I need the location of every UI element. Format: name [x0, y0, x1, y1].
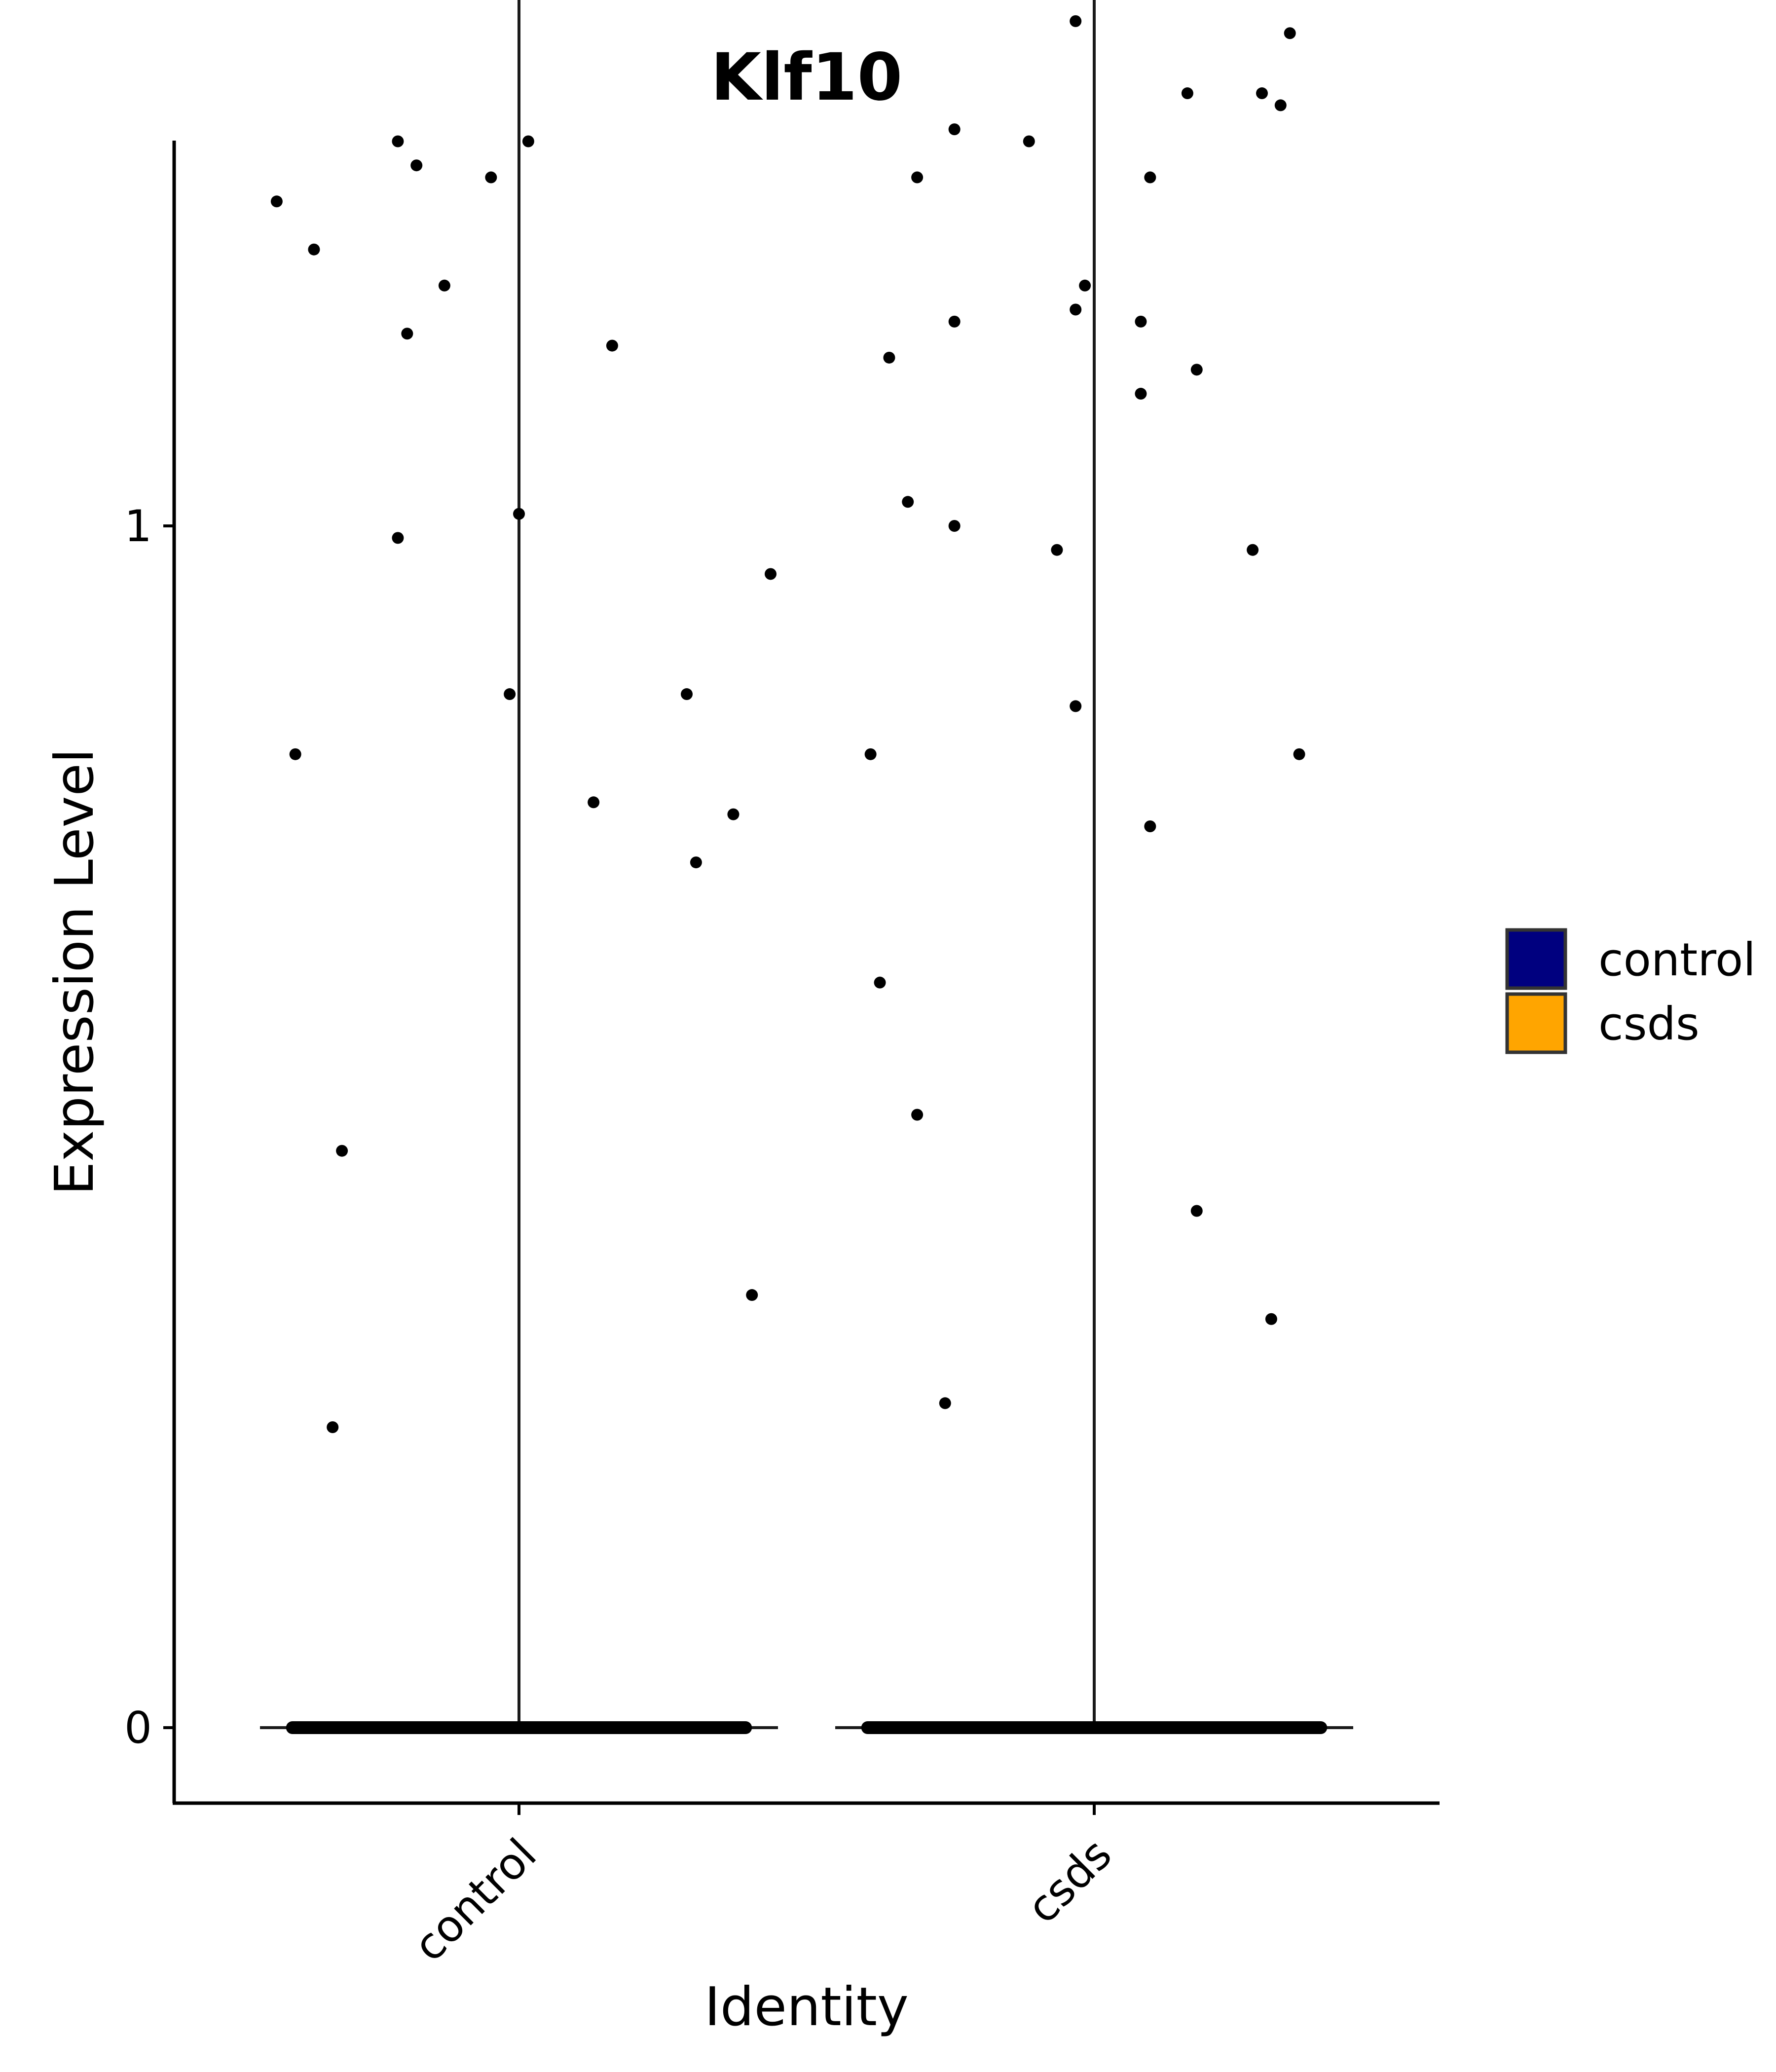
data-point-csds: [874, 976, 886, 989]
data-point-control: [392, 135, 404, 148]
data-point-control: [746, 1289, 758, 1301]
data-point-csds: [948, 123, 961, 136]
data-point-csds: [911, 171, 924, 184]
data-point-control: [504, 688, 516, 701]
legend-swatch-csds: [1505, 992, 1567, 1054]
data-point-control: [681, 688, 693, 701]
data-point-csds: [902, 496, 914, 508]
legend: control csds: [1505, 928, 1756, 1054]
data-point-control: [513, 508, 525, 520]
data-point-control: [606, 339, 618, 352]
data-point-csds: [1247, 544, 1259, 556]
data-point-csds: [1190, 364, 1203, 376]
data-point-control: [336, 1145, 348, 1157]
y-axis-ticks: 0123: [124, 501, 174, 1753]
x-axis-ticks: control csds: [404, 1803, 1121, 1971]
violins-layer: [260, 0, 1353, 1729]
y-axis-label: Expression Level: [44, 748, 106, 1195]
data-point-control: [522, 135, 534, 148]
data-point-control: [308, 243, 320, 256]
data-point-control: [289, 748, 301, 760]
data-point-csds: [1070, 15, 1082, 27]
data-point-control: [401, 328, 413, 340]
x-tick-label: csds: [1017, 1829, 1121, 1933]
data-point-csds: [1079, 279, 1091, 292]
y-tick-label: 0: [124, 1702, 152, 1753]
zero-points-control: [286, 1721, 752, 1734]
data-point-csds: [911, 1109, 924, 1121]
data-point-csds: [948, 520, 961, 532]
data-point-csds: [1135, 315, 1147, 328]
data-point-csds: [1284, 27, 1296, 39]
y-tick-label: 1: [124, 501, 152, 552]
zero-points-csds: [861, 1721, 1328, 1734]
data-point-csds: [1190, 1205, 1203, 1217]
data-point-csds: [1023, 135, 1035, 148]
data-point-control: [690, 856, 702, 869]
legend-label-csds: csds: [1598, 998, 1700, 1050]
data-point-csds: [948, 315, 961, 328]
x-tick-label: control: [404, 1829, 546, 1971]
data-point-csds: [1144, 820, 1156, 832]
points-layer: [270, 15, 1328, 1734]
data-point-control: [270, 195, 283, 208]
data-point-control: [485, 171, 497, 184]
data-point-control: [410, 159, 423, 172]
data-point-control: [327, 1421, 339, 1433]
data-point-csds: [1144, 171, 1156, 184]
data-point-csds: [1181, 87, 1193, 100]
data-point-csds: [939, 1397, 951, 1409]
legend-swatch-control: [1505, 928, 1567, 990]
data-point-csds: [1274, 99, 1287, 111]
data-point-csds: [1051, 544, 1063, 556]
data-point-csds: [1265, 1313, 1277, 1325]
data-point-csds: [883, 351, 895, 364]
data-point-csds: [1135, 388, 1147, 400]
data-point-control: [588, 796, 600, 809]
data-point-control: [765, 568, 777, 580]
data-point-control: [727, 808, 740, 820]
chart-title: Klf10: [711, 39, 903, 115]
data-point-control: [438, 279, 450, 292]
legend-label-control: control: [1598, 933, 1756, 986]
data-point-csds: [864, 748, 877, 760]
data-point-csds: [1070, 700, 1082, 712]
data-point-csds: [1293, 748, 1305, 760]
data-point-csds: [1070, 303, 1082, 316]
data-point-csds: [1256, 87, 1268, 100]
x-axis-label: Identity: [704, 1976, 909, 2038]
data-point-control: [392, 532, 404, 544]
